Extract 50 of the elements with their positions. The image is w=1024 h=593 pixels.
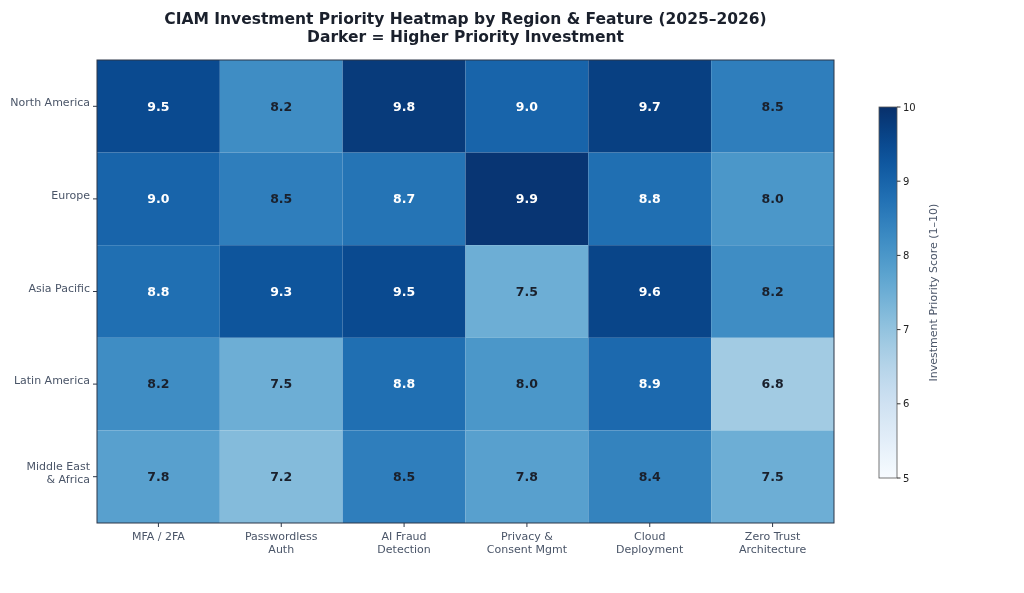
data-label: 7.5	[515, 283, 538, 299]
x-tick-label: Zero Trust Architecture	[738, 530, 807, 556]
data-label: 8.7	[393, 191, 416, 207]
x-tick-label: AI Fraud Detection	[377, 530, 431, 556]
data-label: 8.8	[393, 376, 416, 392]
data-label: 7.5	[270, 376, 293, 392]
data-label: 8.2	[147, 376, 170, 392]
data-label: 8.5	[270, 191, 293, 207]
data-label: 9.0	[515, 98, 539, 114]
x-tick-label: Passwordless Auth	[244, 530, 318, 556]
data-label: 7.8	[515, 469, 538, 485]
data-label: 9.7	[638, 98, 661, 114]
data-label: 9.8	[393, 98, 416, 114]
x-tick-label: Privacy & Consent Mgmt	[486, 530, 568, 556]
data-label: 8.9	[638, 376, 661, 392]
color-bar-label: 8	[903, 249, 910, 261]
data-label: 8.5	[393, 469, 416, 485]
y-tick-label: Europe	[51, 188, 91, 202]
data-label: 8.8	[638, 191, 661, 207]
chart-subtitle: Darker = Higher Priority Investment	[307, 28, 625, 46]
color-bar-label: 9	[903, 175, 910, 187]
y-tick-label: Middle East & Africa	[26, 460, 91, 487]
x-tick-label: Cloud Deployment	[616, 530, 685, 556]
y-tick-label: Asia Pacific	[28, 281, 90, 295]
color-bar-label: 5	[903, 472, 910, 484]
color-bar-label: 7	[903, 324, 910, 336]
data-label: 9.6	[638, 283, 662, 299]
data-label: 9.9	[515, 191, 538, 207]
data-label: 8.0	[515, 376, 539, 392]
y-tick-label: North America	[10, 96, 90, 110]
data-label: 8.5	[761, 98, 784, 114]
x-tick-label: MFA / 2FA	[131, 530, 186, 543]
color-bar-label: 6	[903, 398, 910, 410]
data-label: 9.5	[393, 283, 416, 299]
color-bar-label: 10	[903, 101, 916, 113]
data-label: 7.8	[147, 469, 170, 485]
data-label: 7.5	[761, 469, 784, 485]
chart-title: CIAM Investment Priority Heatmap by Region & Feature (2025–2026)	[164, 10, 767, 28]
data-label: 7.2	[270, 469, 293, 485]
data-label: 9.5	[147, 98, 170, 114]
data-label: 8.2	[270, 98, 293, 114]
color-bar-title: Investment Priority Score (1–10)	[927, 203, 940, 382]
data-label: 8.2	[761, 283, 784, 299]
data-label: 9.3	[270, 283, 293, 299]
data-label: 8.4	[638, 469, 662, 485]
data-label: 9.0	[147, 191, 170, 207]
data-label: 8.8	[147, 283, 170, 299]
data-label: 8.0	[761, 191, 784, 207]
y-tick-label: Latin America	[13, 374, 90, 388]
data-label: 6.8	[761, 376, 784, 392]
